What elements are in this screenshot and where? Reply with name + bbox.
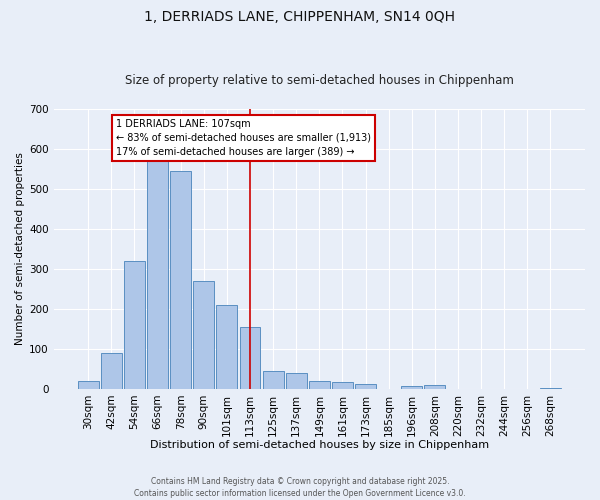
Bar — [263, 371, 284, 389]
Bar — [332, 382, 353, 389]
Bar — [193, 281, 214, 389]
Bar — [239, 327, 260, 389]
Bar — [401, 386, 422, 389]
Bar — [540, 388, 561, 389]
Y-axis label: Number of semi-detached properties: Number of semi-detached properties — [15, 152, 25, 346]
Bar — [355, 384, 376, 389]
Bar — [309, 381, 330, 389]
X-axis label: Distribution of semi-detached houses by size in Chippenham: Distribution of semi-detached houses by … — [150, 440, 489, 450]
Bar — [170, 171, 191, 389]
Bar — [101, 353, 122, 389]
Text: 1 DERRIADS LANE: 107sqm
← 83% of semi-detached houses are smaller (1,913)
17% of: 1 DERRIADS LANE: 107sqm ← 83% of semi-de… — [116, 119, 371, 157]
Text: 1, DERRIADS LANE, CHIPPENHAM, SN14 0QH: 1, DERRIADS LANE, CHIPPENHAM, SN14 0QH — [145, 10, 455, 24]
Bar — [147, 161, 168, 389]
Bar — [78, 381, 98, 389]
Text: Contains HM Land Registry data © Crown copyright and database right 2025.
Contai: Contains HM Land Registry data © Crown c… — [134, 476, 466, 498]
Bar — [424, 385, 445, 389]
Bar — [286, 373, 307, 389]
Bar — [124, 261, 145, 389]
Title: Size of property relative to semi-detached houses in Chippenham: Size of property relative to semi-detach… — [125, 74, 514, 87]
Bar — [217, 305, 237, 389]
